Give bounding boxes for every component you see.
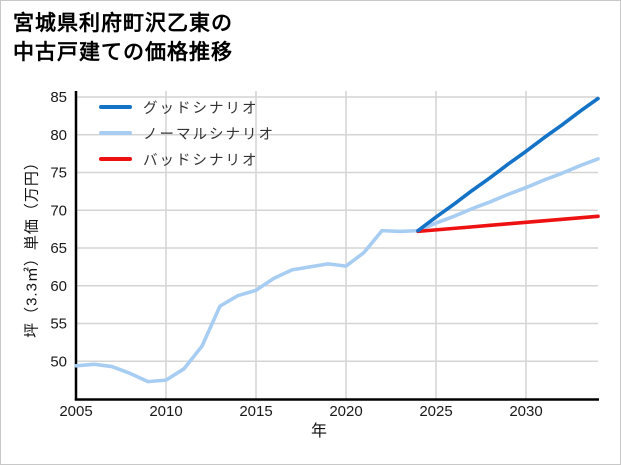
- legend-label: グッドシナリオ: [143, 100, 259, 117]
- y-tick-labels: 50 55 60 65 70 75 80 85: [50, 89, 67, 370]
- series-line-bad: [416, 214, 600, 234]
- series-lines: [74, 96, 600, 384]
- y-tick-label: 75: [50, 165, 67, 182]
- y-tick-label: 50: [50, 353, 67, 370]
- y-axis-label: 坪（3.3㎡）単価（万円）: [23, 154, 41, 338]
- x-tick-label: 2015: [239, 403, 272, 420]
- y-tick-label: 80: [50, 127, 67, 144]
- y-tick-label: 65: [50, 240, 67, 257]
- legend: グッドシナリオ ノーマルシナリオ バッドシナリオ: [99, 94, 275, 172]
- legend-item-bad: バッドシナリオ: [99, 146, 275, 172]
- x-tick-label: 2005: [59, 403, 92, 420]
- chart-title-line1: 宮城県利府町沢乙東の: [13, 12, 233, 35]
- x-tick-label: 2030: [509, 403, 542, 420]
- legend-item-good: グッドシナリオ: [99, 94, 275, 120]
- legend-label: ノーマルシナリオ: [143, 126, 275, 143]
- legend-label: バッドシナリオ: [143, 152, 259, 169]
- series-line-normal: [416, 157, 600, 233]
- legend-item-normal: ノーマルシナリオ: [99, 120, 275, 146]
- x-axis-label: 年: [310, 423, 328, 440]
- x-tick-label: 2020: [329, 403, 362, 420]
- gridlines: [76, 91, 598, 399]
- x-tick-labels: 2005 2010 2015 2020 2025 2030: [59, 403, 542, 420]
- y-tick-label: 60: [50, 278, 67, 295]
- y-tick-label: 85: [50, 89, 67, 106]
- legend-line-swatch: [99, 157, 132, 161]
- chart-title-line2: 中古戸建ての価格推移: [13, 41, 233, 64]
- y-tick-label: 55: [50, 316, 67, 333]
- x-tick-label: 2010: [149, 403, 182, 420]
- series-line-good: [416, 96, 600, 233]
- x-tick-label: 2025: [419, 403, 452, 420]
- y-tick-label: 70: [50, 202, 67, 219]
- axis-spines: [74, 91, 599, 401]
- legend-line-swatch: [99, 105, 132, 109]
- series-line-history: [74, 228, 420, 384]
- chart-title: 宮城県利府町沢乙東の 中古戸建ての価格推移: [13, 9, 233, 67]
- legend-line-swatch: [99, 131, 132, 135]
